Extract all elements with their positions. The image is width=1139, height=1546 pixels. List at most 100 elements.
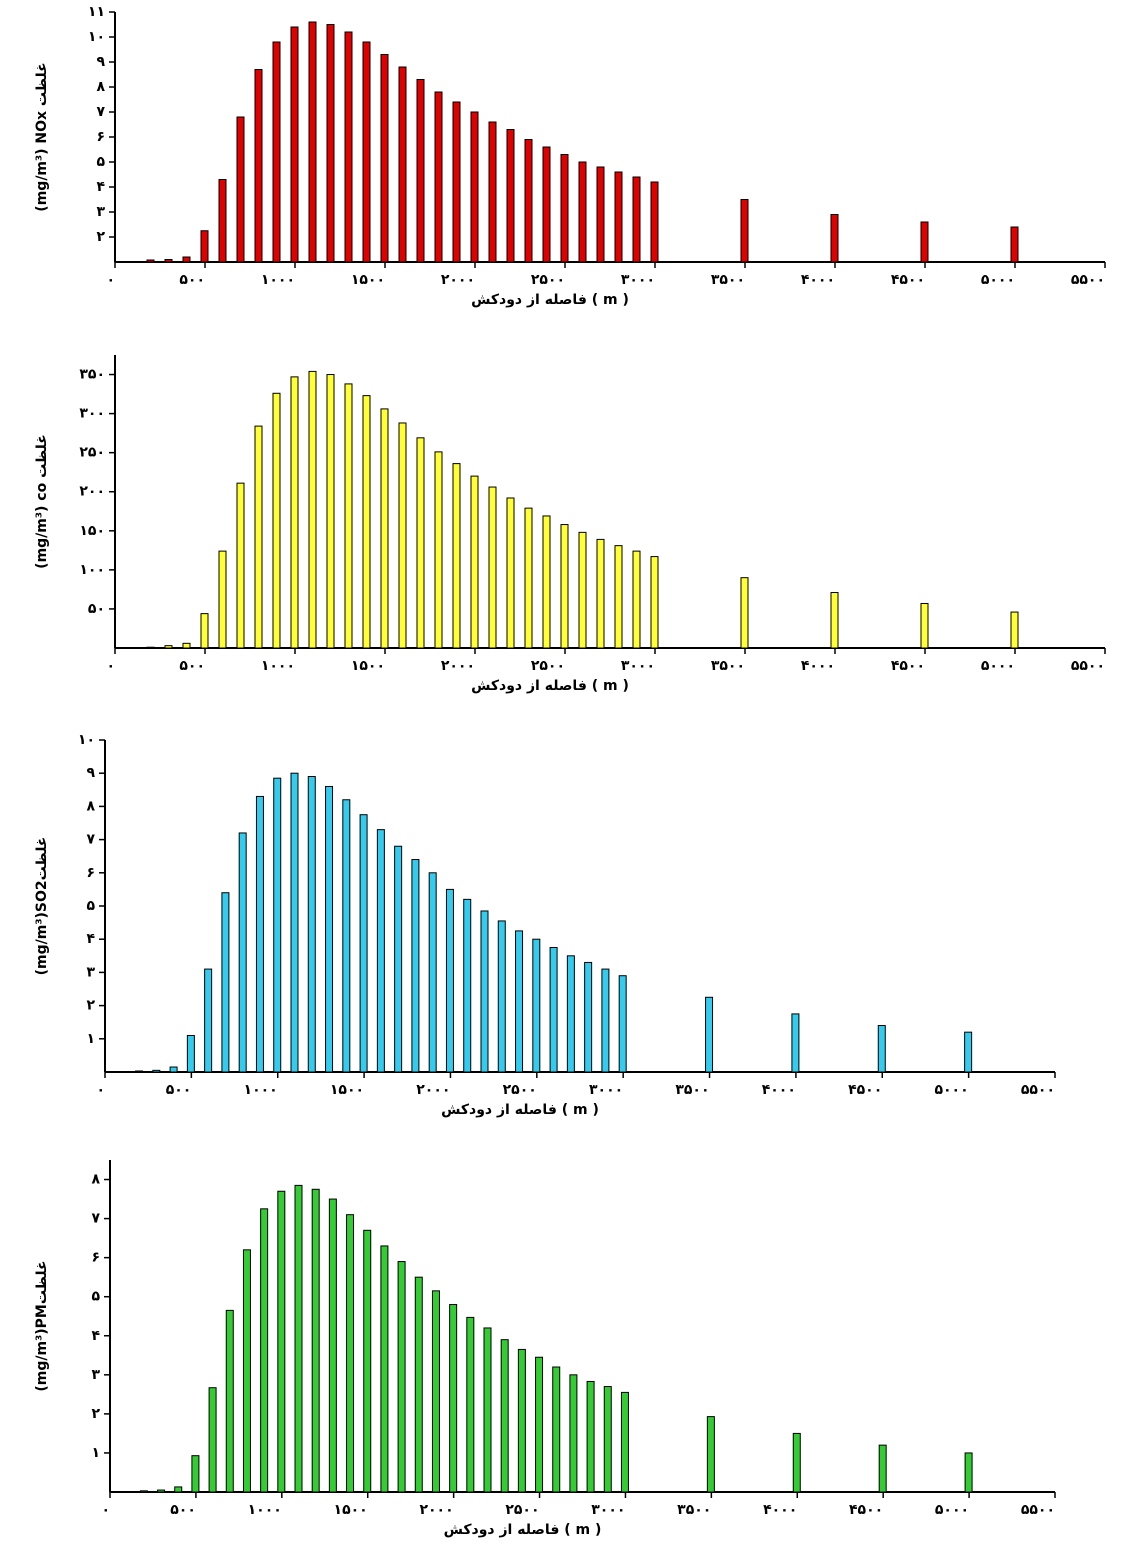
y-tick-label: ۶ [86,865,95,881]
x-tick-label: ۱۰۰۰ [261,658,295,674]
bar [242,1249,251,1493]
y-tick-label: ۱۰ [78,732,95,748]
bar [569,1374,578,1493]
bar [394,845,403,1073]
bar [164,645,173,649]
x-tick-label: ۳۵۰۰ [677,1502,711,1518]
bar [506,497,515,649]
bar [326,24,335,263]
bar [964,1452,973,1493]
bar [515,930,524,1073]
bar [416,79,425,263]
bar [578,161,587,263]
bar [830,592,839,649]
bar [614,545,623,649]
bar [328,1198,337,1493]
x-tick-label: ۴۰۰۰ [763,1502,797,1518]
x-tick-label: ۰ [96,1082,105,1098]
y-axis-label: (mg/m³)SO2غلظت [34,837,50,976]
x-tick-label: ۱۵۰۰ [334,1502,368,1518]
y-tick-label: ۲۵۰ [79,445,105,461]
bar [135,1070,144,1073]
bar [740,577,749,649]
bar [414,1276,423,1493]
bar [344,31,353,263]
x-tick-label: ۳۰۰۰ [589,1082,623,1098]
x-tick-label: ۳۵۰۰ [711,272,745,288]
bar [431,1290,440,1493]
y-tick-label: ۶ [96,129,105,145]
x-tick-label: ۵۰۰۰ [981,658,1015,674]
x-tick-label: ۵۵۰۰ [1021,1502,1055,1518]
bar [552,1366,561,1493]
bar [601,968,610,1073]
bar [470,475,479,649]
x-tick-label: ۵۰۰ [179,272,205,288]
bar [434,91,443,263]
bar [272,392,281,649]
bar [500,1339,509,1493]
y-tick-label: ۵ [96,154,105,170]
bar [488,121,497,263]
bar [632,550,641,649]
bar [294,1184,303,1493]
bar [308,370,317,649]
bar [236,116,245,263]
x-tick-label: ۵۰۰ [179,658,205,674]
bar [466,1316,475,1493]
x-tick-label: ۱۵۰۰ [330,1082,364,1098]
bar [596,538,605,649]
bar [307,776,316,1073]
bar [488,486,497,649]
y-tick-label: ۱۰۰ [79,562,105,578]
y-tick-label: ۵ [91,1289,100,1305]
y-tick-label: ۳۰۰ [79,406,105,422]
bar [362,41,371,263]
bar [152,1069,161,1073]
bar [362,395,371,649]
x-tick-label: ۲۰۰۰ [441,272,475,288]
x-tick-label: ۳۵۰۰ [675,1082,709,1098]
y-tick-label: ۳۵۰ [79,367,105,383]
bar [463,898,472,1073]
x-tick-label: ۵۰۰۰ [935,1502,969,1518]
bar [208,1387,217,1493]
x-axis-label: فاصله از دودکش ( m ) [471,292,629,308]
y-tick-label: ۸ [86,798,95,814]
y-tick-label: ۷ [91,1211,100,1227]
x-tick-label: ۲۰۰۰ [416,1082,450,1098]
bar [221,892,230,1073]
bar [290,26,299,263]
bar [277,1190,286,1493]
y-tick-label: ۳ [86,964,95,980]
x-tick-label: ۵۵۰۰ [1071,272,1105,288]
bar [1010,611,1019,649]
bar [586,1380,595,1493]
bar [174,1486,183,1493]
bar [560,524,569,649]
x-tick-label: ۵۰۰ [170,1502,196,1518]
x-tick-label: ۴۵۰۰ [891,658,925,674]
y-tick-label: ۳ [96,204,105,220]
y-tick-label: ۵۰ [88,601,105,617]
bar [272,41,281,263]
bar [830,214,839,263]
bar [603,1386,612,1493]
x-tick-label: ۱۵۰۰ [351,272,385,288]
bar [238,832,247,1073]
bar [524,507,533,649]
bar [614,171,623,263]
x-axis-label: فاصله از دودکش ( m ) [441,1102,599,1118]
y-tick-label: ۱۱ [88,4,105,20]
x-tick-label: ۱۰۰۰ [248,1502,282,1518]
y-tick-label: ۶ [91,1250,100,1266]
bar [191,1455,200,1493]
bar [920,221,929,263]
bar [290,772,299,1073]
y-tick-label: ۲ [86,998,95,1014]
bar [290,376,299,649]
bar [164,259,173,263]
bar [524,139,533,263]
bar [254,69,263,263]
y-tick-label: ۴ [96,179,105,195]
